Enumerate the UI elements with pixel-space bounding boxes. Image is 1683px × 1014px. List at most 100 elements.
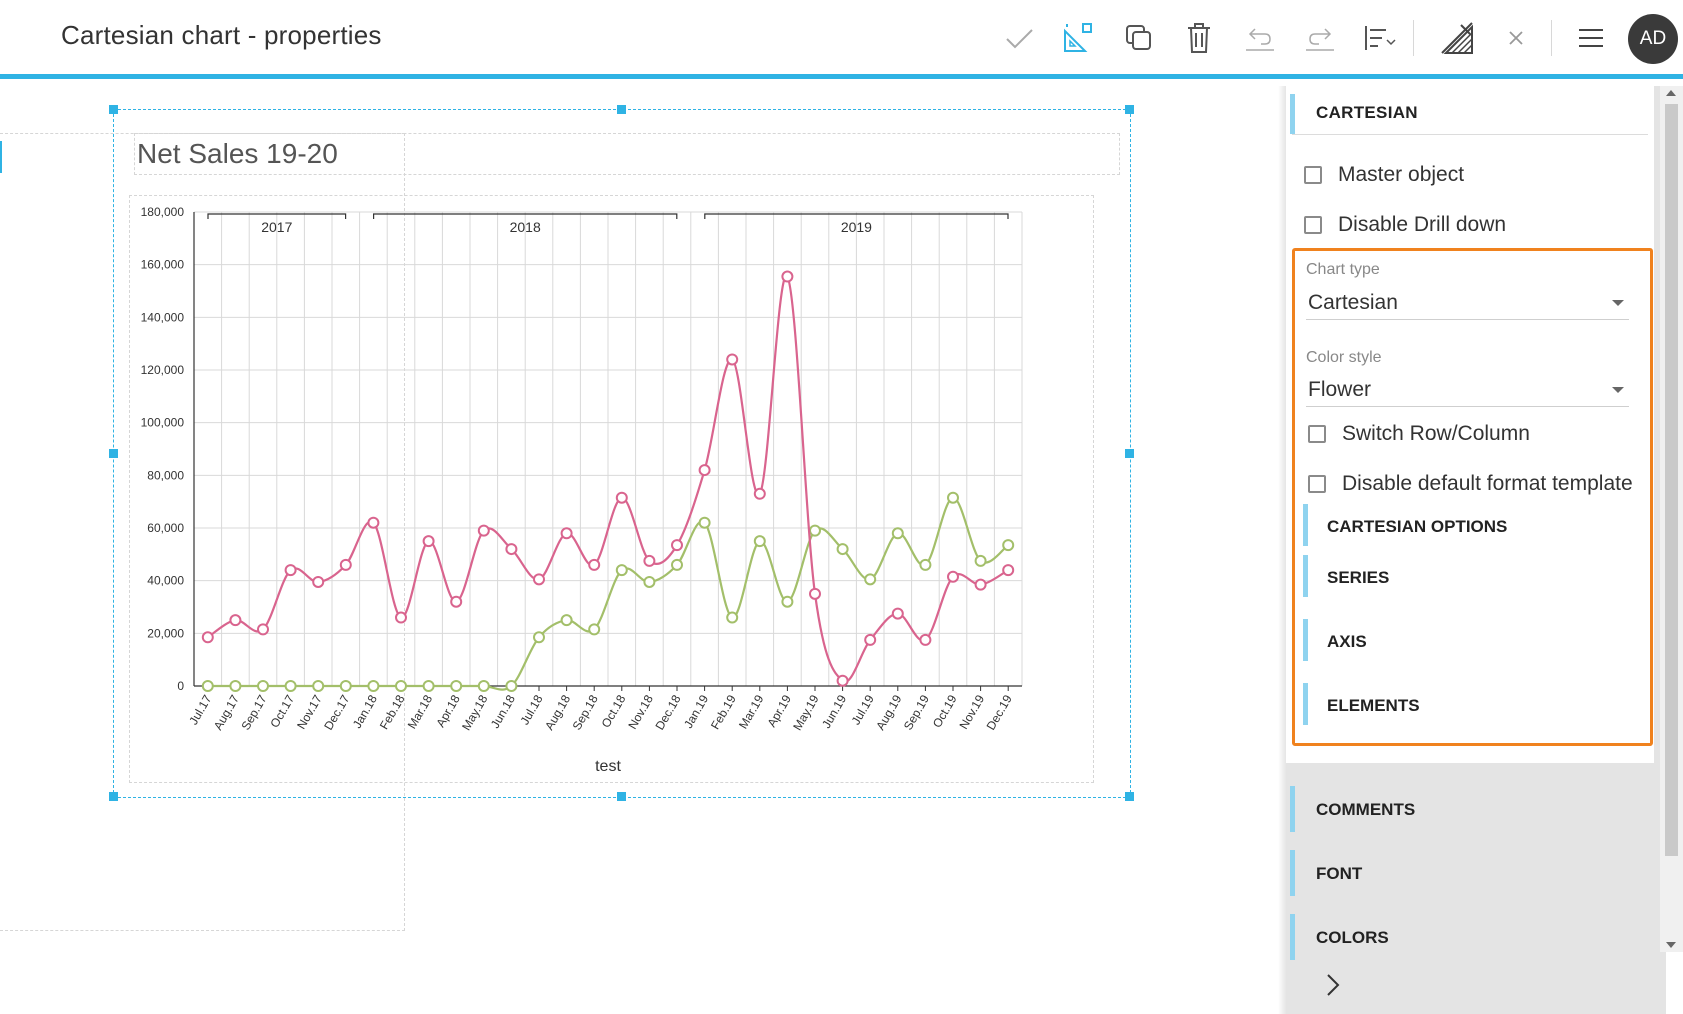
year-group-label: 2017	[261, 219, 292, 235]
data-point	[891, 607, 904, 620]
subsection-series[interactable]: SERIES	[1303, 555, 1633, 597]
menu-icon[interactable]	[1571, 18, 1611, 58]
x-tick-label: Aug.18	[542, 692, 573, 732]
subsection-elements[interactable]: ELEMENTS	[1303, 683, 1633, 725]
disable-drilldown-checkbox[interactable]: Disable Drill down	[1304, 210, 1506, 240]
avatar[interactable]: AD	[1628, 14, 1678, 64]
x-tick-label: Dec.17	[321, 692, 352, 732]
data-point	[781, 270, 794, 283]
chart-type-select[interactable]: Cartesian	[1308, 291, 1398, 314]
section-cartesian-header[interactable]: CARTESIAN	[1286, 86, 1654, 134]
x-tick-label: May.18	[459, 692, 491, 733]
data-point	[836, 674, 849, 687]
redo-icon[interactable]	[1300, 18, 1340, 58]
duplicate-icon[interactable]	[1119, 18, 1159, 58]
y-tick-label: 80,000	[147, 468, 184, 482]
panel-scrollbar[interactable]	[1660, 86, 1683, 952]
checkbox-box[interactable]	[1304, 216, 1322, 234]
subsection-label: CARTESIAN OPTIONS	[1327, 517, 1508, 536]
data-point	[698, 464, 711, 477]
chart-area[interactable]: 0 20,000 40,000 60,000 80,000 100,000 120,000 1…	[129, 195, 1094, 783]
data-point	[201, 680, 214, 692]
data-point	[422, 680, 435, 692]
data-point	[477, 680, 490, 692]
chevron-right-icon[interactable]	[1324, 972, 1342, 1003]
chevron-down-icon[interactable]	[1612, 387, 1624, 393]
header-accent-line	[0, 74, 1683, 79]
chevron-down-icon[interactable]	[1612, 300, 1624, 306]
data-point	[864, 633, 877, 646]
toolbar-separator	[1413, 20, 1414, 56]
section-label: COLORS	[1316, 928, 1389, 947]
check-icon[interactable]	[999, 18, 1039, 58]
resize-handle-e[interactable]	[1125, 449, 1134, 458]
data-point	[229, 680, 242, 692]
section-comments[interactable]: COMMENTS	[1286, 784, 1654, 834]
x-tick-label: Dec.19	[984, 692, 1015, 732]
chart-edit-icon[interactable]	[1058, 18, 1098, 58]
x-tick-label: Oct.17	[267, 692, 297, 730]
data-point	[560, 527, 573, 540]
data-point	[422, 535, 435, 548]
data-point	[284, 564, 297, 577]
data-point	[312, 680, 325, 692]
chart-title-box[interactable]: Net Sales 19-20	[134, 133, 1120, 175]
data-point	[201, 631, 214, 644]
subsection-cartesian-options[interactable]: CARTESIAN OPTIONS	[1303, 504, 1633, 546]
data-point	[671, 539, 683, 552]
data-point	[533, 631, 545, 644]
x-tick-label: Aug.19	[873, 692, 904, 732]
trash-icon[interactable]	[1179, 18, 1219, 58]
disable-drilldown-label: Disable Drill down	[1338, 213, 1507, 236]
object-marker	[0, 141, 2, 173]
x-tick-label: Sep.19	[901, 692, 932, 732]
data-point	[588, 558, 601, 571]
y-tick-label: 20,000	[147, 626, 184, 640]
page-title: Cartesian chart - properties	[61, 20, 382, 50]
align-icon[interactable]	[1360, 18, 1400, 58]
subsection-label: ELEMENTS	[1327, 696, 1420, 715]
year-group-label: 2019	[841, 219, 872, 235]
data-point	[781, 595, 794, 608]
resize-handle-sw[interactable]	[109, 792, 118, 801]
data-point	[809, 587, 821, 600]
scroll-down-icon[interactable]	[1666, 942, 1676, 948]
y-tick-label: 100,000	[141, 416, 185, 430]
resize-handle-ne[interactable]	[1125, 105, 1134, 114]
data-point	[477, 524, 490, 537]
data-point	[1002, 564, 1015, 577]
resize-handle-nw[interactable]	[109, 105, 118, 114]
undo-icon[interactable]	[1240, 18, 1280, 58]
disable-format-template-checkbox[interactable]: Disable default format template	[1308, 469, 1633, 499]
x-tick-label: Jun.19	[819, 692, 849, 730]
data-point	[643, 554, 656, 567]
checkbox-box[interactable]	[1308, 475, 1326, 493]
resize-handle-se[interactable]	[1125, 792, 1134, 801]
checkbox-box[interactable]	[1308, 425, 1326, 443]
data-point	[257, 623, 269, 636]
data-point	[339, 558, 352, 571]
data-point	[919, 558, 932, 571]
data-point	[312, 575, 325, 588]
scroll-up-icon[interactable]	[1666, 90, 1676, 96]
resize-handle-n[interactable]	[617, 105, 626, 114]
section-colors[interactable]: COLORS	[1286, 912, 1654, 962]
data-point	[671, 558, 683, 571]
master-object-checkbox[interactable]: Master object	[1304, 160, 1464, 190]
subsection-axis[interactable]: AXIS	[1303, 619, 1633, 661]
brush-icon[interactable]	[1437, 18, 1477, 58]
section-font[interactable]: FONT	[1286, 848, 1654, 898]
resize-handle-s[interactable]	[617, 792, 626, 801]
data-point	[450, 595, 463, 608]
y-tick-label: 40,000	[147, 574, 184, 588]
switch-row-column-checkbox[interactable]: Switch Row/Column	[1308, 419, 1530, 449]
scrollbar-thumb[interactable]	[1665, 104, 1678, 856]
close-icon[interactable]	[1496, 18, 1536, 58]
year-bracket	[207, 213, 347, 219]
data-point	[257, 680, 269, 692]
x-tick-label: Jul.17	[186, 692, 214, 727]
checkbox-box[interactable]	[1304, 166, 1322, 184]
color-style-select[interactable]: Flower	[1308, 378, 1372, 401]
x-tick-label: Feb.18	[377, 692, 408, 732]
resize-handle-w[interactable]	[109, 449, 118, 458]
